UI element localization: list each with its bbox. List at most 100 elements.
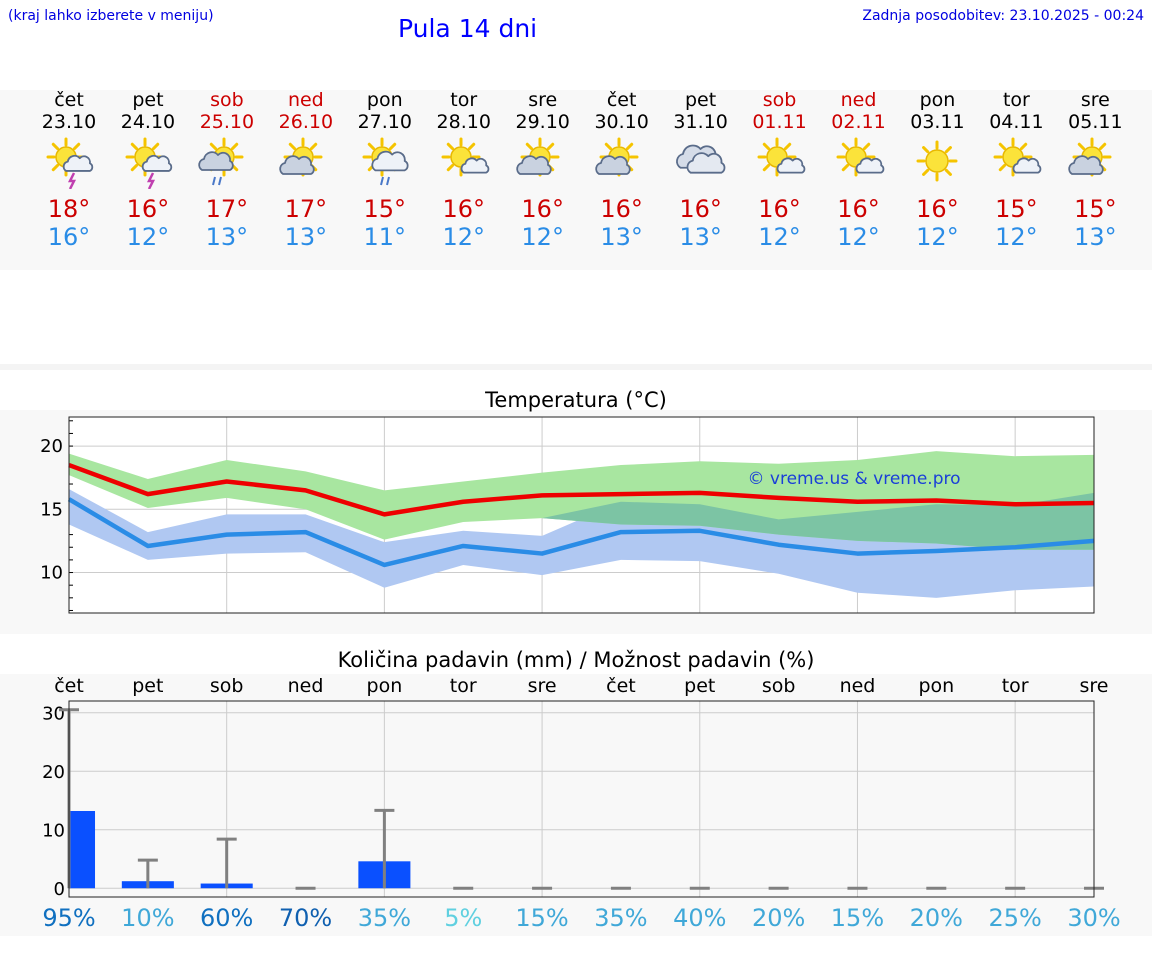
- forecast-day: sre 29.10 16° 12°: [504, 89, 582, 251]
- day-name: pon: [919, 89, 956, 111]
- max-temperature: 16°: [521, 195, 564, 223]
- x-day-label: pet: [684, 675, 715, 697]
- max-temperature: 16°: [679, 195, 722, 223]
- day-date: 26.10: [278, 111, 334, 133]
- day-date: 03.11: [910, 111, 965, 133]
- max-temperature: 16°: [758, 195, 801, 223]
- day-date: 27.10: [357, 111, 412, 133]
- sun-behind-cloud-icon: [279, 137, 323, 177]
- day-name: sre: [1080, 89, 1110, 111]
- min-temperature: 12°: [521, 223, 564, 251]
- sun-behind-cloud-icon: [515, 137, 560, 177]
- day-date: 29.10: [515, 111, 570, 133]
- min-temperature: 12°: [126, 223, 170, 251]
- x-day-label: sre: [528, 675, 557, 697]
- x-day-label: sre: [1080, 675, 1109, 697]
- sun-small-cloud-icon: [993, 137, 1042, 177]
- forecast-day: čet 30.10 16° 13°: [583, 89, 661, 251]
- day-name: tor: [450, 89, 478, 111]
- day-name: sob: [210, 89, 244, 111]
- sun-behind-cloud-icon: [594, 137, 639, 177]
- day-date: 25.10: [199, 111, 255, 133]
- max-temperature: 15°: [363, 195, 407, 223]
- location-menu-hint: (kraj lahko izberete v meniju): [8, 8, 214, 24]
- min-temperature-line: [67, 497, 1095, 568]
- min-temperature: 13°: [284, 223, 328, 251]
- day-name: ned: [287, 89, 324, 111]
- day-name: sre: [528, 89, 558, 111]
- min-temperature: 13°: [1074, 223, 1117, 251]
- y-tick-label: 20: [42, 762, 65, 783]
- day-name: sob: [762, 89, 797, 111]
- sun-big-cloud-rain-icon: [362, 137, 409, 186]
- precipitation-probability: 10%: [121, 904, 174, 932]
- max-temperature: 18°: [47, 195, 91, 223]
- overlap-band: [69, 475, 1094, 550]
- day-date: 04.11: [989, 111, 1044, 133]
- min-temperature: 12°: [916, 223, 959, 251]
- forecast-day: tor 04.11 15° 12°: [977, 89, 1055, 251]
- precipitation-probability: 30%: [1067, 904, 1120, 932]
- last-updated: Zadnja posodobitev: 23.10.2025 - 00:24: [862, 8, 1144, 24]
- forecast-day: ned 02.11 16° 12°: [820, 89, 898, 251]
- precipitation-probability: 95%: [42, 904, 95, 932]
- min-temperature: 11°: [363, 223, 407, 251]
- min-temperature: 13°: [205, 223, 249, 251]
- precipitation-chart-title: Količina padavin (mm) / Možnost padavin …: [337, 648, 815, 672]
- precipitation-probability: 15%: [515, 904, 568, 932]
- watermark: © vreme.us & vreme.pro: [747, 469, 960, 489]
- separator: [0, 364, 1152, 370]
- day-date: 31.10: [673, 111, 728, 133]
- max-temperature: 15°: [995, 195, 1038, 223]
- forecast-day: čet 23.10 18° 16°: [30, 89, 108, 251]
- cloudy-icon: [675, 144, 725, 174]
- sun-small-cloud-icon: [836, 137, 884, 177]
- sun-behind-cloud-icon: [1068, 137, 1112, 177]
- x-day-label: pet: [132, 675, 163, 697]
- max-temperature: 16°: [916, 195, 959, 223]
- day-name: čet: [606, 89, 637, 111]
- precipitation-probability: 25%: [988, 904, 1041, 932]
- precipitation-probability: 35%: [594, 904, 647, 932]
- temperature-chart: 10 15 20 © vreme.us & vreme.pro: [40, 416, 1095, 614]
- day-name: pet: [132, 89, 164, 111]
- x-day-label: pon: [367, 675, 403, 697]
- x-day-label: pon: [918, 675, 954, 697]
- y-tick-label: 0: [54, 879, 65, 900]
- max-temperature: 17°: [205, 195, 249, 223]
- precipitation-chart: čet pet sob ned pon tor sre čet pet sob ned pon tor s…: [42, 675, 1121, 932]
- temperature-chart-title: Temperatura (°C): [485, 388, 667, 412]
- day-date: 01.11: [752, 111, 807, 133]
- day-date: 02.11: [831, 111, 886, 133]
- forecast-day: pet 24.10 16° 12°: [109, 89, 187, 251]
- day-date: 30.10: [594, 111, 649, 133]
- forecast-day: ned 26.10 17° 13°: [267, 89, 345, 251]
- min-temperature: 13°: [600, 223, 643, 251]
- day-date: 24.10: [120, 111, 176, 133]
- sun-cloud-thunder-icon: [46, 137, 94, 190]
- precipitation-probability: 5%: [444, 904, 482, 932]
- day-date: 28.10: [436, 111, 491, 133]
- forecast-day: sob 01.11 16° 12°: [741, 89, 819, 251]
- day-name: pet: [684, 89, 717, 111]
- max-temperature: 16°: [442, 195, 486, 223]
- forecast-day: tor 28.10 16° 12°: [425, 89, 503, 251]
- y-tick-label: 10: [40, 563, 63, 584]
- x-day-label: čet: [606, 675, 636, 697]
- min-temperature: 12°: [442, 223, 486, 251]
- x-day-label: sob: [210, 675, 244, 697]
- y-tick-label: 20: [40, 436, 63, 457]
- min-temperature: 12°: [758, 223, 801, 251]
- precipitation-probability: 20%: [752, 904, 805, 932]
- max-temperature: 16°: [126, 195, 170, 223]
- min-temperature: 13°: [679, 223, 722, 251]
- max-temperature: 15°: [1074, 195, 1117, 223]
- x-day-label: ned: [840, 675, 876, 697]
- min-temperature: 12°: [995, 223, 1038, 251]
- max-temperature: 16°: [600, 195, 643, 223]
- precipitation-probability: 60%: [200, 904, 253, 932]
- sun-cloud-thunder-icon: [125, 137, 173, 190]
- page-title: Pula 14 dni: [398, 14, 538, 43]
- precipitation-bar: [69, 810, 96, 889]
- precipitation-probability: 20%: [910, 904, 963, 932]
